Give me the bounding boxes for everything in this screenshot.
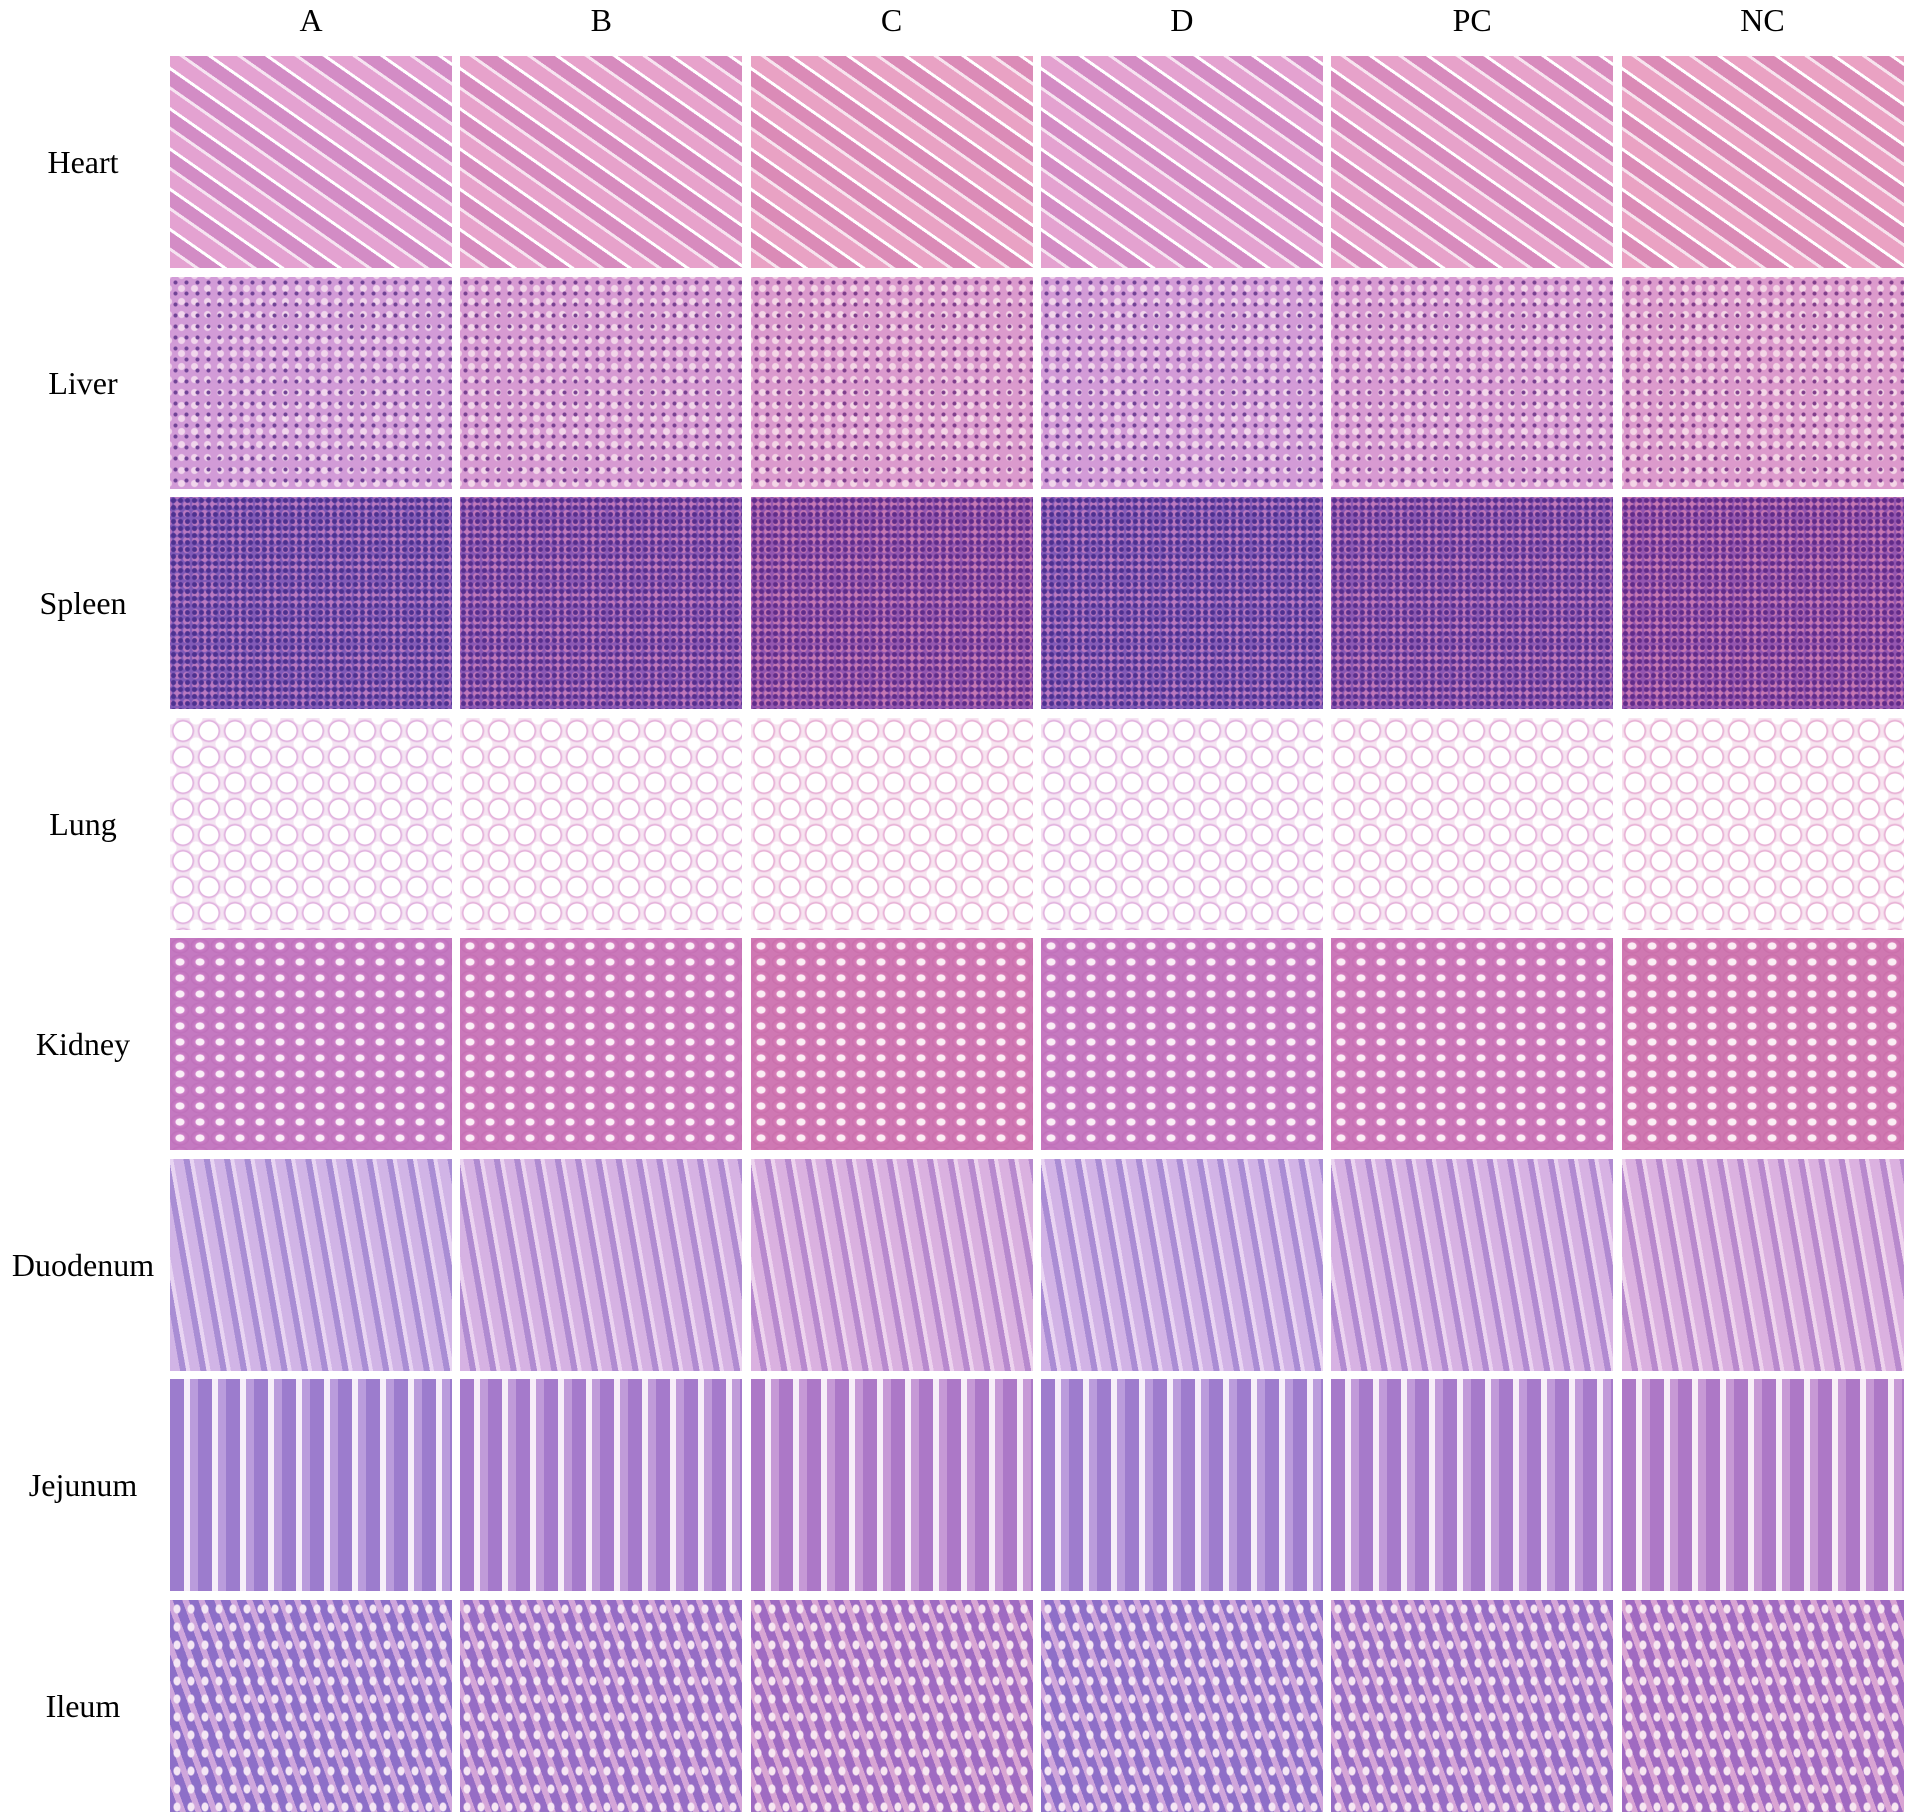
micrograph	[1621, 1379, 1904, 1591]
micrograph	[1621, 717, 1904, 930]
micrograph	[1331, 1599, 1614, 1812]
row-label: Kidney	[35, 1026, 131, 1062]
micrograph	[1040, 1599, 1323, 1812]
row-label: Duodenum	[11, 1246, 155, 1283]
micrograph	[170, 938, 452, 1150]
micrograph	[1331, 497, 1614, 709]
column-label: C	[880, 2, 903, 38]
micrograph	[750, 1599, 1033, 1812]
micrograph	[750, 938, 1033, 1150]
micrograph	[170, 56, 452, 268]
micrograph	[1040, 717, 1323, 930]
micrograph	[1331, 717, 1614, 930]
micrograph	[460, 1379, 743, 1591]
micrograph	[170, 1158, 452, 1371]
micrograph	[1331, 56, 1614, 268]
column-label: B	[590, 2, 612, 38]
micrograph	[1621, 1599, 1904, 1812]
micrograph	[460, 1599, 743, 1812]
micrograph	[460, 56, 743, 268]
micrograph	[750, 1158, 1033, 1371]
row-label: Lung	[49, 805, 117, 842]
micrograph	[750, 276, 1033, 489]
micrograph	[460, 938, 743, 1150]
micrograph	[1331, 1379, 1614, 1591]
micrograph	[170, 497, 452, 709]
micrograph	[1621, 938, 1904, 1150]
column-label: PC	[1452, 2, 1492, 38]
micrograph	[1040, 497, 1323, 709]
row-label: Liver	[48, 364, 118, 401]
micrograph	[170, 717, 452, 930]
micrograph	[460, 717, 743, 930]
micrograph	[170, 276, 452, 489]
micrograph	[1621, 1158, 1904, 1371]
column-label: D	[1170, 2, 1194, 38]
micrograph	[460, 1158, 743, 1371]
micrograph	[170, 1379, 452, 1591]
micrograph	[460, 497, 743, 709]
row-label: Heart	[47, 144, 119, 180]
micrograph	[1621, 56, 1904, 268]
micrograph	[1331, 276, 1614, 489]
micrograph	[1040, 1379, 1323, 1591]
micrograph	[1331, 1158, 1614, 1371]
micrograph	[750, 497, 1033, 709]
column-label: NC	[1740, 2, 1785, 38]
row-label: Ileum	[45, 1687, 121, 1724]
micrograph	[1040, 56, 1323, 268]
micrograph	[1040, 938, 1323, 1150]
micrograph	[750, 56, 1033, 268]
micrograph	[1621, 497, 1904, 709]
micrograph	[750, 717, 1033, 930]
row-label: Jejunum	[28, 1467, 138, 1503]
micrograph	[1331, 938, 1614, 1150]
micrograph	[460, 276, 743, 489]
micrograph	[1040, 276, 1323, 489]
micrograph	[170, 1599, 452, 1812]
row-label: Spleen	[39, 585, 127, 621]
micrograph	[1040, 1158, 1323, 1371]
micrograph	[750, 1379, 1033, 1591]
micrograph	[1621, 276, 1904, 489]
column-label: A	[299, 2, 323, 38]
